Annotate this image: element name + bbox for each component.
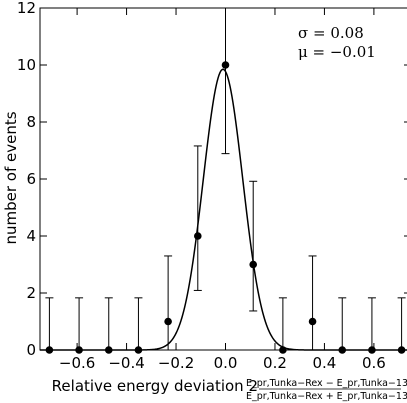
plot-frame <box>39 7 407 351</box>
data-point <box>308 317 317 326</box>
x-tick-label: 0.6 <box>362 354 386 372</box>
y-tick-label: 6 <box>26 170 36 188</box>
x-tick-label: −0.4 <box>108 354 144 372</box>
annotation-mu: μ = −0.01 <box>298 43 376 61</box>
y-tick-label: 10 <box>17 56 36 74</box>
y-tick-label: 12 <box>17 0 36 17</box>
y-tick-label: 4 <box>26 227 36 245</box>
annotation-sigma: σ = 0.08 <box>298 24 364 42</box>
x-tick-label: 0.4 <box>313 354 337 372</box>
y-tick-label: 8 <box>26 113 36 131</box>
data-point <box>221 61 230 69</box>
data-point <box>193 232 202 240</box>
x-tick-label: −0.6 <box>59 354 95 372</box>
x-axis-label-denominator: E_pr,Tunka−Rex + E_pr,Tunka−133 <box>246 391 407 402</box>
x-axis-label-prefix: Relative energy deviation 2 <box>52 377 258 395</box>
x-tick-label: 0.0 <box>214 354 238 372</box>
x-axis-label-numerator: E_pr,Tunka−Rex − E_pr,Tunka−133 <box>246 378 407 389</box>
points-layer <box>45 8 406 354</box>
x-tick-label: −0.2 <box>158 354 194 372</box>
gaussian-fit-curve <box>40 68 407 351</box>
x-tick-label: 0.2 <box>263 354 287 372</box>
ticks-layer: −0.6 −0.4 −0.2 0.0 0.2 0.4 0.6 0 2 4 6 8 10 12 <box>17 0 407 372</box>
y-tick-label: 0 <box>26 341 36 359</box>
y-tick-label: 2 <box>26 284 36 302</box>
data-point <box>249 260 258 269</box>
data-point <box>164 317 172 326</box>
y-axis-label: number of events <box>2 111 20 244</box>
